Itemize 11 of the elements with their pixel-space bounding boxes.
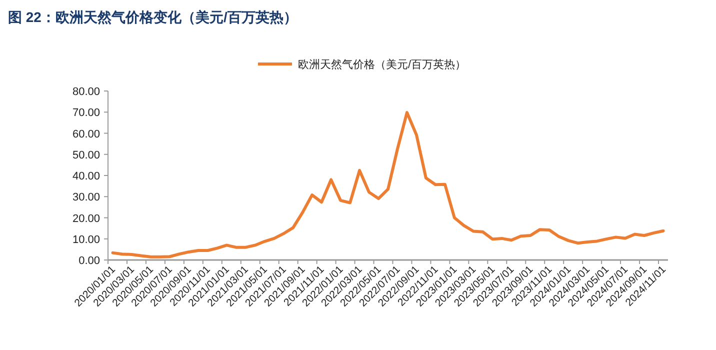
y-tick-label: 70.00 (72, 107, 100, 120)
y-tick-label: 50.00 (72, 149, 100, 162)
y-tick-label: 20.00 (72, 212, 100, 225)
legend-label: 欧洲天然气价格（美元/百万英热） (298, 58, 466, 71)
y-tick-label: 60.00 (72, 128, 100, 140)
y-tick-label: 10.00 (72, 234, 100, 246)
y-tick-label: 0.00 (78, 255, 100, 267)
y-tick-label: 30.00 (72, 192, 100, 204)
y-tick-label: 80.00 (72, 86, 100, 98)
title: 图 22：欧洲天然气价格变化（美元/百万英热） (8, 9, 298, 25)
y-tick-label: 40.00 (72, 170, 100, 182)
